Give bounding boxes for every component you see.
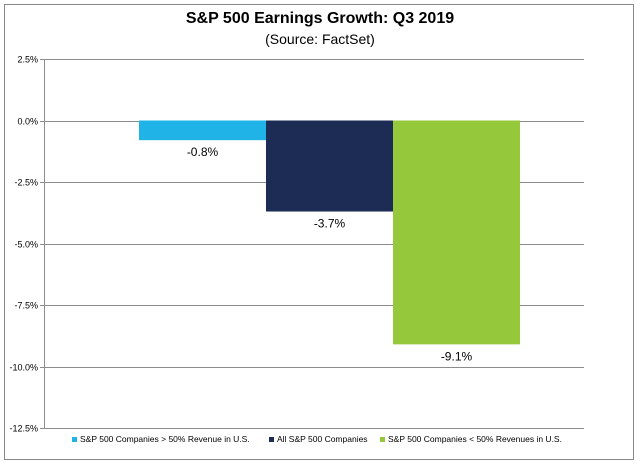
y-tick-label: 2.5% — [17, 55, 38, 65]
y-tick-label: -7.5% — [14, 301, 38, 311]
legend-swatch — [380, 437, 385, 442]
chart-title: S&P 500 Earnings Growth: Q3 2019 — [185, 10, 455, 27]
chart-subtitle: (Source: FactSet) — [265, 31, 375, 47]
y-tick-label: -10.0% — [9, 363, 38, 373]
legend-swatch — [72, 437, 77, 442]
y-tick-label: -12.5% — [9, 424, 38, 434]
y-tick-label: -5.0% — [14, 240, 38, 250]
legend-label: S&P 500 Companies < 50% Revenues in U.S. — [388, 434, 562, 444]
data-label: -0.8% — [187, 145, 219, 159]
data-label: -9.1% — [441, 349, 473, 363]
legend-swatch — [269, 437, 274, 442]
chart-frame — [4, 4, 634, 460]
y-tick-label: -2.5% — [14, 178, 38, 188]
bar — [139, 120, 266, 141]
legend-label: All S&P 500 Companies — [277, 434, 368, 444]
bar — [393, 120, 520, 345]
data-label: -3.7% — [314, 217, 346, 231]
y-tick-label: 0.0% — [17, 117, 38, 127]
legend-label: S&P 500 Companies > 50% Revenue in U.S. — [80, 434, 250, 444]
bar — [266, 120, 393, 212]
